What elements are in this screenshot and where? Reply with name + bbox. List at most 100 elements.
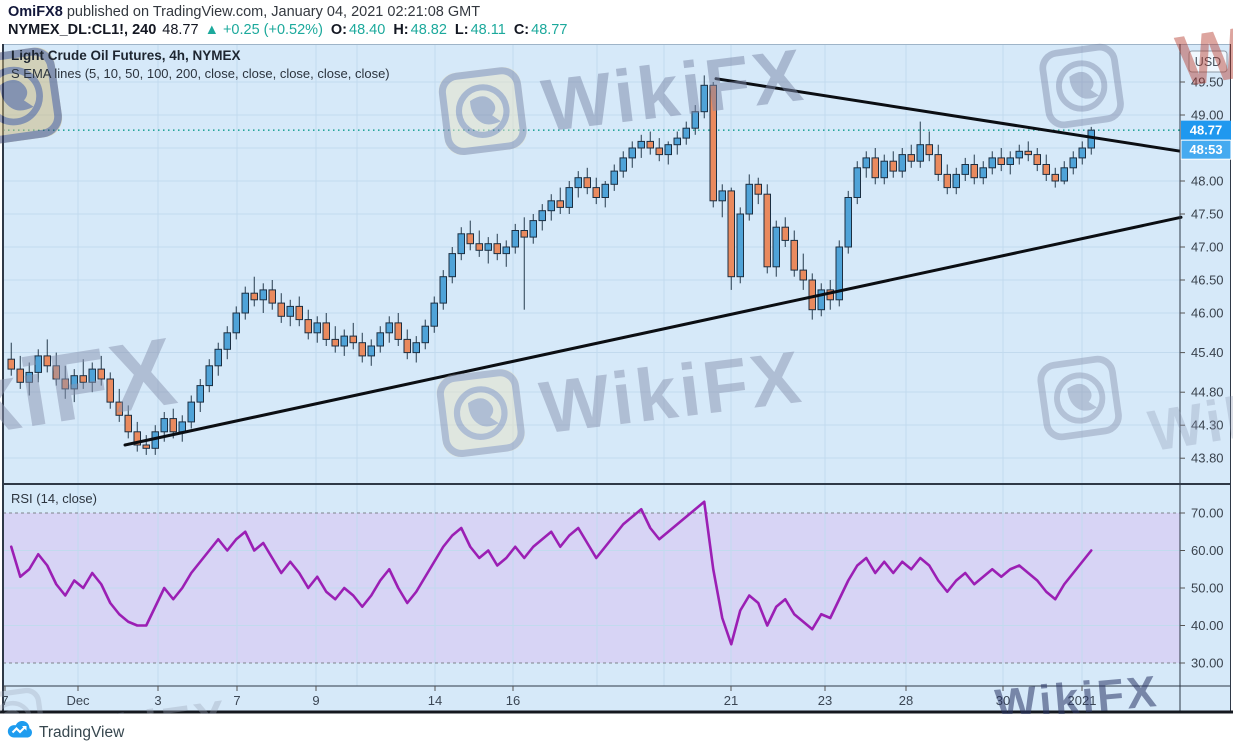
candle bbox=[592, 187, 600, 199]
candle bbox=[421, 325, 429, 344]
last-price: 48.77 bbox=[162, 22, 199, 38]
price-tick-label: 49.50 bbox=[1191, 75, 1224, 90]
candle bbox=[556, 200, 564, 208]
time-axis[interactable]: 7 Dec 3 7 9 14 16 21 23 28 30 2021 bbox=[1, 686, 1096, 708]
time-tick-label: Dec bbox=[66, 693, 90, 708]
publish-info: published on TradingView.com, January 04… bbox=[62, 4, 481, 20]
open-value: 48.40 bbox=[349, 22, 386, 38]
candle bbox=[943, 173, 951, 189]
low-value: 48.11 bbox=[470, 22, 506, 38]
time-tick-label: 7 bbox=[233, 693, 240, 708]
candle bbox=[196, 385, 204, 403]
candle bbox=[970, 164, 978, 179]
candle bbox=[295, 305, 303, 321]
candle bbox=[979, 167, 987, 179]
candle bbox=[520, 230, 528, 238]
rsi-tick-label: 30.00 bbox=[1191, 656, 1224, 671]
trendline[interactable] bbox=[123, 215, 1183, 447]
candle bbox=[853, 167, 861, 199]
candle bbox=[169, 418, 177, 433]
candle bbox=[673, 137, 681, 146]
candle bbox=[79, 375, 87, 383]
rsi-study-legend[interactable]: RSI (14, close) bbox=[11, 491, 97, 506]
currency-box bbox=[1188, 50, 1228, 73]
candle bbox=[619, 157, 627, 172]
candle bbox=[1015, 150, 1023, 159]
candle bbox=[367, 345, 375, 357]
candle bbox=[160, 418, 168, 433]
candle bbox=[259, 289, 267, 301]
candle bbox=[178, 421, 186, 433]
price-tick-label: 49.00 bbox=[1191, 108, 1224, 123]
candle bbox=[88, 368, 96, 383]
candle bbox=[232, 312, 240, 334]
tradingview-logo[interactable]: TradingView bbox=[7, 720, 124, 744]
candle bbox=[700, 84, 708, 113]
candle bbox=[385, 322, 393, 334]
candle bbox=[430, 302, 438, 327]
candle bbox=[538, 210, 546, 222]
candle bbox=[817, 289, 825, 311]
candle bbox=[934, 154, 942, 175]
rsi-tick-label: 50.00 bbox=[1191, 581, 1224, 596]
candle bbox=[952, 173, 960, 189]
chart-area[interactable]: USD 49.50 49.00 48.00 47.50 47.00 46.50 46.00 45… bbox=[0, 42, 1233, 714]
price-axis[interactable]: USD 49.50 49.00 48.00 47.50 47.00 46.50 46.00 45… bbox=[1180, 50, 1232, 671]
price-tick-label: 47.50 bbox=[1191, 207, 1224, 222]
candle bbox=[889, 160, 897, 172]
candle bbox=[574, 177, 582, 189]
chart-title[interactable]: Light Crude Oil Futures, 4h, NYMEX bbox=[11, 48, 241, 63]
price-tick-label: 47.00 bbox=[1191, 240, 1224, 255]
candle bbox=[583, 177, 591, 189]
candle bbox=[682, 127, 690, 139]
candle bbox=[358, 342, 366, 357]
candle bbox=[664, 144, 672, 156]
time-tick-label: 30 bbox=[996, 693, 1010, 708]
candle bbox=[646, 140, 654, 149]
candle bbox=[268, 289, 276, 304]
footer-bar: TradingView bbox=[0, 714, 1233, 750]
ema-study-legend[interactable]: S EMA lines (5, 10, 50, 100, 200, close,… bbox=[11, 66, 390, 81]
candle bbox=[511, 230, 519, 248]
candle bbox=[1042, 164, 1050, 175]
candle bbox=[637, 140, 645, 149]
candle bbox=[376, 332, 384, 347]
candle bbox=[403, 338, 411, 354]
price-chart-canvas[interactable]: USD 49.50 49.00 48.00 47.50 47.00 46.50 46.00 45… bbox=[0, 42, 1233, 714]
candle bbox=[394, 322, 402, 340]
author-name: OmiFX8 bbox=[8, 4, 63, 20]
candlestick-series bbox=[7, 75, 1095, 455]
candle bbox=[43, 355, 51, 367]
candle bbox=[961, 164, 969, 175]
candle bbox=[907, 154, 915, 162]
rsi-tick-label: 40.00 bbox=[1191, 618, 1224, 633]
candle bbox=[277, 302, 285, 317]
candle bbox=[1060, 167, 1068, 182]
candle bbox=[16, 368, 24, 383]
candle bbox=[1024, 150, 1032, 156]
trendline[interactable] bbox=[714, 77, 1183, 153]
tradingview-cloud-icon bbox=[7, 720, 33, 744]
candle bbox=[70, 375, 78, 390]
candle bbox=[1078, 147, 1086, 159]
candle bbox=[601, 183, 609, 199]
close-value: 48.77 bbox=[531, 22, 568, 38]
candle bbox=[763, 193, 771, 268]
candle bbox=[106, 378, 114, 403]
candle bbox=[331, 338, 339, 347]
candle bbox=[1069, 157, 1077, 169]
candle bbox=[655, 147, 663, 156]
price-change: ▲ +0.25 (+0.52%) bbox=[204, 22, 323, 38]
candle bbox=[223, 332, 231, 350]
publish-line: OmiFX8 published on TradingView.com, Jan… bbox=[8, 3, 567, 21]
candle bbox=[871, 157, 879, 179]
candle bbox=[781, 226, 789, 241]
candle bbox=[214, 348, 222, 367]
chart-frame bbox=[0, 44, 1233, 714]
last-price-badge-text: 48.77 bbox=[1190, 123, 1223, 138]
candle bbox=[187, 401, 195, 423]
candle bbox=[997, 157, 1005, 166]
candle bbox=[736, 213, 744, 278]
time-tick-label: 21 bbox=[724, 693, 738, 708]
